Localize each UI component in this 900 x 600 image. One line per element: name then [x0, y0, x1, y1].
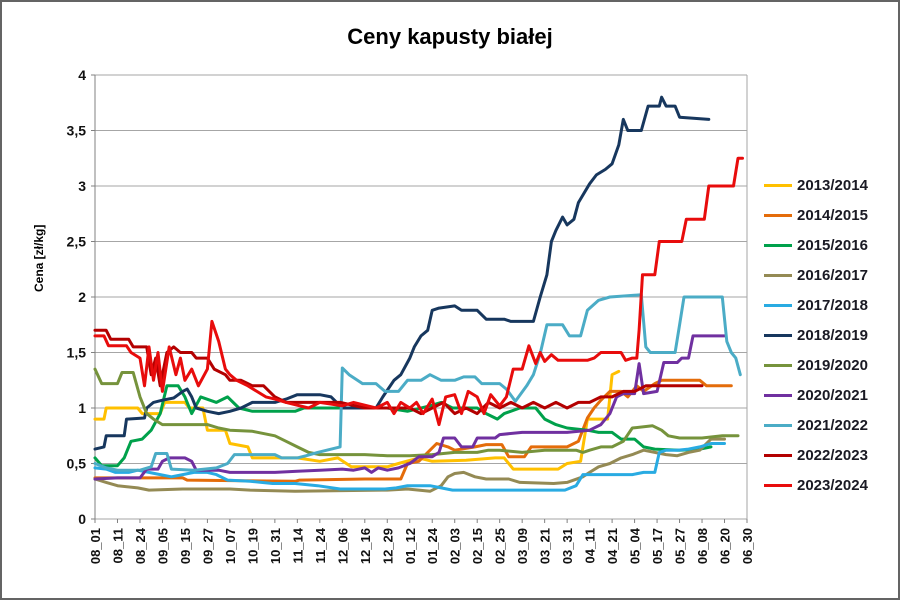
- x-tick-label: 09_15: [178, 528, 193, 564]
- x-tick-label: 04_21: [605, 528, 620, 564]
- y-tick-label: 3,5: [67, 123, 87, 139]
- y-tick-label: 1,5: [67, 345, 87, 361]
- x-tick-label: 12_29: [380, 528, 395, 564]
- legend-item-2013-2014: 2013/2014: [764, 170, 894, 200]
- legend-swatch: [764, 453, 792, 457]
- y-tick-label: 2: [78, 289, 86, 305]
- x-tick-label: 03_09: [515, 528, 530, 564]
- legend-item-2020-2021: 2020/2021: [764, 380, 894, 410]
- x-tick-label: 01_12: [403, 528, 418, 564]
- legend-label: 2015/2016: [797, 236, 868, 254]
- series-line-2021-2022: [93, 293, 742, 472]
- series-line-2018-2019: [93, 95, 711, 451]
- legend-item-2016-2017: 2016/2017: [764, 260, 894, 290]
- legend-item-2019-2020: 2019/2020: [764, 350, 894, 380]
- legend-item-2015-2016: 2015/2016: [764, 230, 894, 260]
- series-line-2015-2016: [93, 384, 713, 468]
- legend-label: 2023/2024: [797, 476, 868, 494]
- legend-swatch: [764, 483, 792, 487]
- y-tick-label: 0,5: [67, 456, 87, 472]
- x-tick-label: 06_08: [695, 528, 710, 564]
- y-tick-label: 4: [78, 67, 86, 83]
- x-tick-label: 05_17: [650, 528, 665, 564]
- x-tick-label: 02_15: [470, 528, 485, 564]
- legend-label: 2016/2017: [797, 266, 868, 284]
- x-tick-label: 12_16: [358, 528, 373, 564]
- legend-label: 2019/2020: [797, 356, 868, 374]
- x-tick-label: 01_24: [425, 527, 440, 564]
- x-tick-label: 10_31: [268, 528, 283, 564]
- series-line-2022-2023: [93, 328, 704, 416]
- legend: 2013/2014 2014/2015 2015/2016 2016/2017 2017…: [764, 170, 894, 500]
- legend-item-2017-2018: 2017/2018: [764, 290, 894, 320]
- legend-label: 2020/2021: [797, 386, 868, 404]
- y-tick-label: 1: [78, 400, 86, 416]
- legend-item-2022-2023: 2022/2023: [764, 440, 894, 470]
- legend-label: 2021/2022: [797, 416, 868, 434]
- x-tick-label: 08_24: [133, 527, 148, 564]
- series-line-2023-2024: [93, 156, 744, 427]
- x-tick-label: 09_05: [155, 528, 170, 564]
- y-tick-label: 3: [78, 178, 86, 194]
- legend-swatch: [764, 213, 792, 217]
- legend-swatch: [764, 303, 792, 307]
- x-tick-label: 02_25: [493, 528, 508, 564]
- x-tick-label: 10_07: [223, 528, 238, 564]
- legend-swatch: [764, 273, 792, 277]
- y-tick-label: 0: [78, 511, 86, 527]
- legend-swatch: [764, 243, 792, 247]
- legend-swatch: [764, 393, 792, 397]
- legend-label: 2017/2018: [797, 296, 868, 314]
- x-tick-label: 06_20: [718, 528, 733, 564]
- legend-label: 2018/2019: [797, 326, 868, 344]
- legend-item-2014-2015: 2014/2015: [764, 200, 894, 230]
- legend-swatch: [764, 423, 792, 427]
- series-line-2016-2017: [93, 437, 726, 493]
- legend-swatch: [764, 183, 792, 187]
- x-tick-label: 06_30: [740, 528, 755, 564]
- x-tick-label: 03_31: [560, 528, 575, 564]
- legend-item-2018-2019: 2018/2019: [764, 320, 894, 350]
- legend-swatch: [764, 333, 792, 337]
- chart-title: Ceny kapusty białej: [347, 24, 553, 49]
- x-tick-label: 11_14: [290, 527, 305, 563]
- legend-label: 2013/2014: [797, 176, 868, 194]
- x-tick-label: 11_24: [313, 527, 328, 563]
- x-tick-label: 04_11: [583, 528, 598, 563]
- legend-label: 2022/2023: [797, 446, 868, 464]
- series-line-2020-2021: [93, 334, 726, 481]
- series-line-2017-2018: [93, 442, 726, 492]
- x-tick-label: 08_11: [110, 528, 125, 563]
- x-tick-label: 09_27: [200, 528, 215, 564]
- x-tick-label: 12_06: [335, 528, 350, 564]
- x-tick-label: 10_19: [245, 528, 260, 564]
- legend-swatch: [764, 363, 792, 367]
- series-line-2019-2020: [93, 367, 740, 458]
- x-tick-label: 05_04: [628, 527, 643, 564]
- legend-item-2021-2022: 2021/2022: [764, 410, 894, 440]
- x-tick-label: 05_27: [673, 528, 688, 564]
- x-tick-label: 08_01: [88, 528, 103, 564]
- legend-item-2023-2024: 2023/2024: [764, 470, 894, 500]
- y-tick-label: 2,5: [67, 234, 87, 250]
- legend-label: 2014/2015: [797, 206, 868, 224]
- x-tick-label: 02_03: [448, 528, 463, 564]
- x-tick-label: 03_21: [538, 528, 553, 564]
